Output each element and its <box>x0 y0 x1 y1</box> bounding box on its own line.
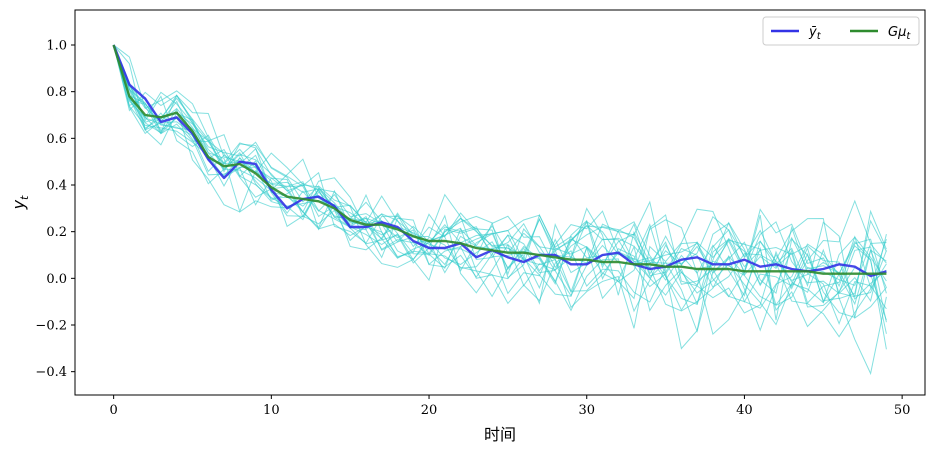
y-tick-label: 1.0 <box>46 39 67 54</box>
y-tick-label: 0.6 <box>46 132 67 147</box>
sample-path <box>113 44 887 332</box>
x-tick-label: 30 <box>578 403 595 418</box>
y-tick-label: 0.2 <box>46 225 67 240</box>
legend-label: Gμt <box>888 25 911 42</box>
y-tick-label: −0.4 <box>35 365 67 380</box>
legend: ȳt Gμt <box>762 16 920 46</box>
x-tick-label: 0 <box>109 403 117 418</box>
legend-label-subscript: t <box>817 31 822 42</box>
sample-path <box>113 44 887 319</box>
y-tick-label: 0.4 <box>46 179 67 194</box>
x-tick-label: 50 <box>894 403 911 418</box>
legend-box <box>762 16 920 46</box>
x-tick-label: 10 <box>263 403 280 418</box>
x-tick-label: 40 <box>736 403 753 418</box>
series-line-expected <box>112 44 887 275</box>
x-axis: 0 10 20 30 40 50 <box>109 395 910 418</box>
y-tick-label: −0.2 <box>35 319 67 334</box>
x-tick-label: 20 <box>421 403 438 418</box>
x-axis-title: 时间 <box>484 425 516 444</box>
y-tick-label: 0.8 <box>46 85 67 100</box>
series-lines <box>112 44 887 278</box>
sample-path <box>113 44 887 305</box>
sample-path <box>113 44 887 334</box>
sample-path <box>113 44 887 298</box>
y-axis-title-subscript: t <box>18 195 31 200</box>
sample-path <box>113 44 887 321</box>
legend-label-subscript: t <box>906 31 911 42</box>
sample-path <box>113 44 887 307</box>
y-tick-label: 0.0 <box>46 272 67 287</box>
y-axis: −0.4 −0.2 0.0 0.2 0.4 0.6 0.8 1.0 <box>35 39 75 380</box>
plot-frame <box>74 9 926 396</box>
sample-path <box>113 44 887 338</box>
sample-path <box>113 44 887 323</box>
series-line-mean <box>112 44 887 278</box>
